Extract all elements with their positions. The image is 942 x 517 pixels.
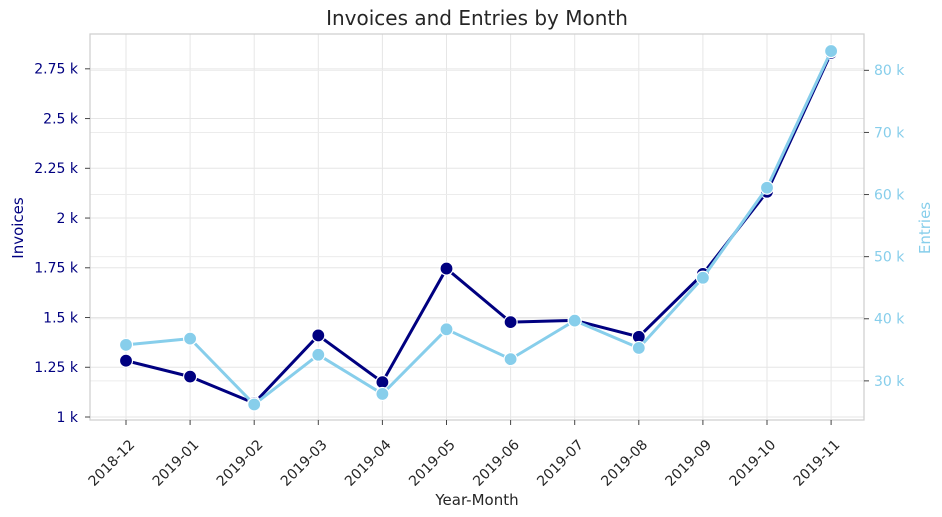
entries-line bbox=[124, 49, 833, 406]
grid bbox=[90, 34, 864, 420]
entries-point bbox=[823, 43, 839, 59]
entries-point bbox=[183, 331, 198, 346]
x-tick-label: 2019-03 bbox=[278, 437, 331, 490]
x-tick-label: 2019-08 bbox=[598, 437, 651, 490]
entries-point bbox=[503, 352, 518, 367]
y-right-tick-label: 80 k bbox=[874, 63, 905, 79]
entries-point bbox=[759, 180, 775, 195]
entries-point bbox=[375, 386, 390, 402]
x-tick-label: 2019-06 bbox=[470, 437, 523, 490]
y-right-tick-label: 30 k bbox=[874, 374, 905, 390]
y-axis-left-label: Invoices bbox=[9, 197, 27, 259]
x-tick-label: 2019-09 bbox=[663, 437, 716, 490]
x-tick-label: 2019-07 bbox=[534, 437, 587, 490]
entries-point bbox=[567, 313, 582, 328]
y-axis-right-label: Entries bbox=[916, 202, 934, 254]
invoices-point bbox=[375, 375, 390, 390]
invoices-point bbox=[503, 315, 518, 330]
y-left-tick-label: 1 k bbox=[57, 410, 79, 426]
y-left-tick-label: 2.75 k bbox=[34, 62, 79, 78]
x-tick-label: 2018-12 bbox=[86, 437, 139, 490]
x-tick-label: 2019-05 bbox=[406, 437, 459, 490]
x-tick-label: 2019-04 bbox=[342, 437, 395, 490]
entries-point bbox=[631, 340, 646, 356]
y-left-tick-label: 2.5 k bbox=[43, 111, 79, 127]
y-right-tick-label: 50 k bbox=[874, 250, 905, 266]
plot-frame bbox=[89, 33, 865, 421]
y-left-tick-label: 2 k bbox=[57, 211, 79, 227]
y-right-tick-label: 70 k bbox=[874, 125, 905, 141]
entries-point bbox=[439, 322, 454, 337]
entries-point bbox=[247, 397, 262, 412]
y-left-tick-label: 1.25 k bbox=[34, 360, 79, 376]
x-axis-label: Year-Month bbox=[434, 491, 518, 509]
entries-point bbox=[311, 347, 326, 362]
invoices-point bbox=[439, 261, 454, 276]
x-tick-label: 2019-11 bbox=[791, 437, 844, 490]
x-tick-label: 2019-10 bbox=[727, 437, 780, 490]
y-left-tick-label: 1.5 k bbox=[43, 310, 79, 326]
y-right-tick-label: 60 k bbox=[874, 187, 905, 203]
y-left-tick-label: 1.75 k bbox=[34, 261, 79, 277]
entries-point bbox=[695, 270, 711, 285]
invoices-point bbox=[311, 328, 326, 343]
ticks-layer: 2018-12 2019-01 2019-02 2019-03 2019-04 2019-… bbox=[34, 62, 905, 490]
y-right-tick-label: 40 k bbox=[874, 312, 905, 328]
x-tick-label: 2019-02 bbox=[214, 437, 267, 490]
y-left-tick-label: 2.25 k bbox=[34, 161, 79, 177]
x-tick-label: 2019-01 bbox=[150, 437, 203, 490]
invoices-line bbox=[124, 51, 833, 405]
entries-point bbox=[118, 337, 134, 352]
chart-title: Invoices and Entries by Month bbox=[326, 6, 628, 30]
invoices-point bbox=[183, 369, 198, 384]
series-layer bbox=[118, 43, 839, 412]
invoices-point bbox=[118, 353, 134, 368]
